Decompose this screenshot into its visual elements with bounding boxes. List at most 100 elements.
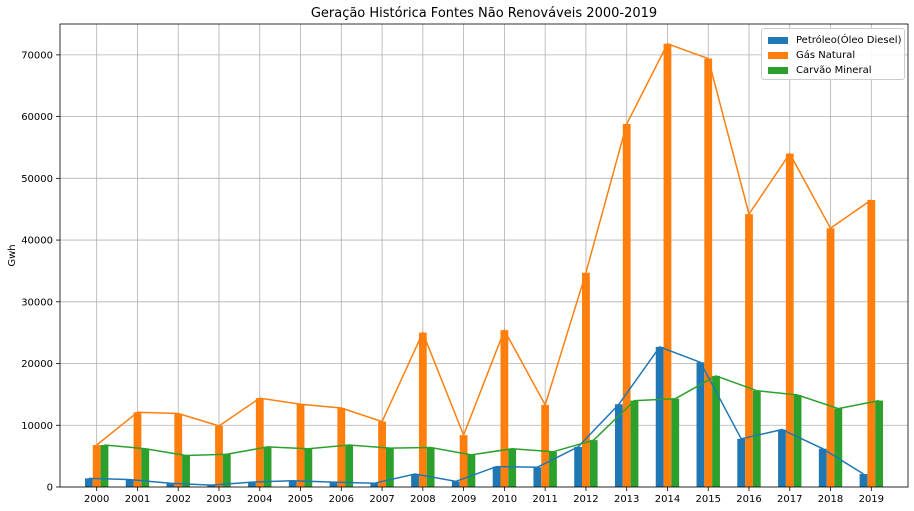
bar-1-2004 xyxy=(255,398,264,487)
bar-2-2008 xyxy=(426,447,435,487)
bar-0-2000 xyxy=(84,478,93,487)
x-tick-label: 2007 xyxy=(369,494,394,505)
bar-2-2018 xyxy=(834,408,843,487)
x-tick-label: 2017 xyxy=(777,494,802,505)
bar-1-2007 xyxy=(378,421,386,487)
series-line-1 xyxy=(96,42,872,446)
legend-item-petroleo: Petróleo(Óleo Diesel) xyxy=(768,33,901,47)
bar-2-2016 xyxy=(752,390,761,487)
bars xyxy=(84,43,884,488)
ticks: 0 10000 20000 30000 40000 50000 60000 70000 2000… xyxy=(21,50,884,505)
bar-2-2004 xyxy=(263,446,272,487)
bar-0-2018 xyxy=(818,448,827,487)
bar-0-2007 xyxy=(370,483,379,487)
x-tick-label: 2005 xyxy=(288,494,313,505)
bar-2-2003 xyxy=(222,454,231,487)
bar-1-2016 xyxy=(745,214,753,487)
bar-1-2001 xyxy=(133,412,142,487)
legend-item-gas-natural: Gás Natural xyxy=(768,48,855,62)
bar-0-2019 xyxy=(859,474,868,487)
legend-swatch-carvao xyxy=(768,66,788,74)
bar-1-2000 xyxy=(92,445,101,487)
bar-2-2011 xyxy=(549,451,557,487)
y-tick-label: 50000 xyxy=(21,174,53,185)
bar-2-2005 xyxy=(304,448,313,487)
bar-2-2010 xyxy=(508,448,517,487)
bar-2-2012 xyxy=(589,440,598,487)
bar-0-2012 xyxy=(574,446,583,487)
legend-label-petroleo: Petróleo(Óleo Diesel) xyxy=(796,34,902,46)
x-tick-label: 2009 xyxy=(451,494,476,505)
bar-1-2012 xyxy=(582,272,590,487)
bar-1-2005 xyxy=(296,404,305,487)
bar-2-2006 xyxy=(345,445,354,487)
x-tick-label: 2001 xyxy=(125,494,150,505)
x-tick-label: 2013 xyxy=(614,494,639,505)
bar-2-2001 xyxy=(141,448,150,487)
y-tick-label: 0 xyxy=(47,483,53,494)
series-line-0 xyxy=(88,345,864,486)
bar-0-2017 xyxy=(778,429,786,487)
x-tick-label: 2010 xyxy=(492,494,517,505)
bar-2-2002 xyxy=(182,455,190,487)
x-tick-label: 2002 xyxy=(166,494,191,505)
bar-1-2018 xyxy=(826,228,835,487)
bar-0-2010 xyxy=(492,466,501,487)
x-tick-label: 2011 xyxy=(532,494,557,505)
plot-frame xyxy=(59,23,909,488)
legend-item-carvao: Carvão Mineral xyxy=(768,63,871,77)
bar-2-2007 xyxy=(385,448,394,487)
x-tick-label: 2016 xyxy=(736,494,761,505)
x-tick-label: 2004 xyxy=(247,494,272,505)
bar-1-2013 xyxy=(622,124,631,488)
grid xyxy=(60,24,908,488)
legend-swatch-gas-natural xyxy=(768,51,788,59)
x-tick-label: 2003 xyxy=(206,494,231,505)
x-tick-label: 2019 xyxy=(859,494,884,505)
chart-title: Geração Histórica Fontes Não Renováveis … xyxy=(311,6,657,21)
y-tick-label: 60000 xyxy=(21,112,53,123)
bar-1-2008 xyxy=(418,332,427,487)
bar-0-2016 xyxy=(737,438,746,487)
bar-0-2013 xyxy=(614,404,623,487)
x-tick-label: 2008 xyxy=(410,494,435,505)
bar-1-2011 xyxy=(541,404,550,487)
y-tick-label: 10000 xyxy=(21,421,53,432)
bar-0-2011 xyxy=(533,467,542,487)
y-tick-label: 30000 xyxy=(21,297,53,308)
bar-2-2017 xyxy=(793,395,802,487)
x-tick-label: 2015 xyxy=(696,494,721,505)
legend-swatch-petroleo xyxy=(768,36,788,44)
y-tick-label: 70000 xyxy=(21,50,53,61)
x-tick-label: 2014 xyxy=(655,494,680,505)
bar-1-2019 xyxy=(867,199,876,487)
bar-2-2014 xyxy=(671,398,680,487)
bar-2-2015 xyxy=(712,375,720,487)
bar-1-2006 xyxy=(337,407,346,487)
bar-1-2009 xyxy=(459,435,468,487)
bar-1-2014 xyxy=(663,43,672,487)
bar-0-2005 xyxy=(288,480,297,487)
bar-2-2000 xyxy=(100,445,109,487)
bar-0-2006 xyxy=(329,482,338,487)
legend: Petróleo(Óleo Diesel) Gás Natural Carvão… xyxy=(761,28,905,80)
bar-1-2003 xyxy=(215,425,223,487)
bar-0-2015 xyxy=(696,362,705,487)
y-tick-label: 20000 xyxy=(21,359,53,370)
x-tick-label: 2000 xyxy=(84,494,109,505)
legend-label-carvao: Carvão Mineral xyxy=(796,64,872,76)
bar-2-2019 xyxy=(875,400,884,487)
bar-0-2003 xyxy=(207,485,216,487)
x-tick-label: 2006 xyxy=(329,494,354,505)
bar-1-2002 xyxy=(174,413,183,487)
series-line-2 xyxy=(104,375,880,457)
bar-0-2009 xyxy=(451,481,460,487)
bar-0-2002 xyxy=(166,483,175,487)
legend-label-gas-natural: Gás Natural xyxy=(796,49,856,61)
x-tick-label: 2012 xyxy=(573,494,598,505)
bar-0-2014 xyxy=(655,346,664,487)
bar-2-2013 xyxy=(630,400,639,487)
y-tick-label: 40000 xyxy=(21,236,53,247)
bar-1-2017 xyxy=(785,153,794,487)
